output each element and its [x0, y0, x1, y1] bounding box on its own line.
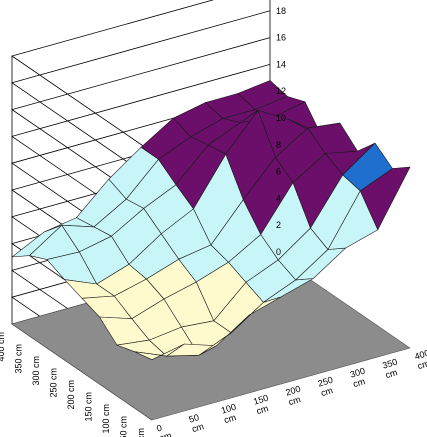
x-tick-unit: cm	[384, 367, 398, 380]
z-axis: 02468101214161820	[276, 6, 286, 257]
x-tick-unit: cm	[223, 412, 237, 425]
x-tick-unit: cm	[320, 385, 334, 398]
z-tick-label: 10	[276, 113, 286, 123]
surface-cell	[359, 166, 411, 230]
y-tick-label: 250 cm	[49, 368, 59, 398]
x-tick-label: 100	[220, 402, 237, 416]
y-tick-label: 400 cm	[0, 332, 6, 362]
y-tick-label: 150 cm	[84, 392, 94, 422]
x-tick-unit: cm	[191, 421, 205, 434]
x-tick-label: 50	[188, 412, 201, 424]
y-axis: 0 cm 50 cm 100 cm 150 cm 200 cm 250 cm 300 cm 3…	[0, 332, 146, 437]
z-tick-label: 18	[276, 6, 286, 16]
z-tick-label: 8	[276, 140, 281, 150]
y-tick-label: 50 cm	[119, 416, 129, 437]
y-tick-label: 300 cm	[31, 356, 41, 386]
x-tick-unit: cm	[287, 394, 301, 407]
y-tick-label: 200 cm	[66, 380, 76, 410]
x-tick-label: 150	[252, 393, 269, 407]
x-tick-unit: cm	[255, 403, 269, 416]
y-tick-label: 100 cm	[101, 404, 111, 434]
y-tick-label: 0 cm	[136, 428, 146, 437]
y-tick-label: 350 cm	[14, 344, 24, 374]
x-tick-label: 350	[381, 357, 398, 371]
x-tick-unit: cm	[416, 358, 427, 371]
x-tick-label: 400	[413, 348, 427, 362]
x-tick-label: 200	[284, 384, 301, 398]
z-tick-label: 2	[276, 220, 281, 230]
x-tick-unit: cm	[158, 430, 172, 437]
z-tick-label: 14	[276, 59, 286, 69]
x-axis: 0cm50cm100cm150cm200cm250cm300cm350cm400…	[155, 348, 427, 437]
z-tick-label: 0	[276, 247, 281, 257]
z-tick-label: 12	[276, 86, 286, 96]
x-tick-label: 250	[317, 375, 334, 389]
x-tick-label: 0	[155, 423, 163, 434]
x-tick-group: 0cm	[155, 423, 172, 437]
z-tick-label: 4	[276, 193, 281, 203]
z-tick-label: 16	[276, 33, 286, 43]
surface-plot	[11, 80, 411, 361]
z-tick-label: 6	[276, 167, 281, 177]
x-tick-label: 300	[349, 366, 366, 380]
x-tick-unit: cm	[352, 376, 366, 389]
